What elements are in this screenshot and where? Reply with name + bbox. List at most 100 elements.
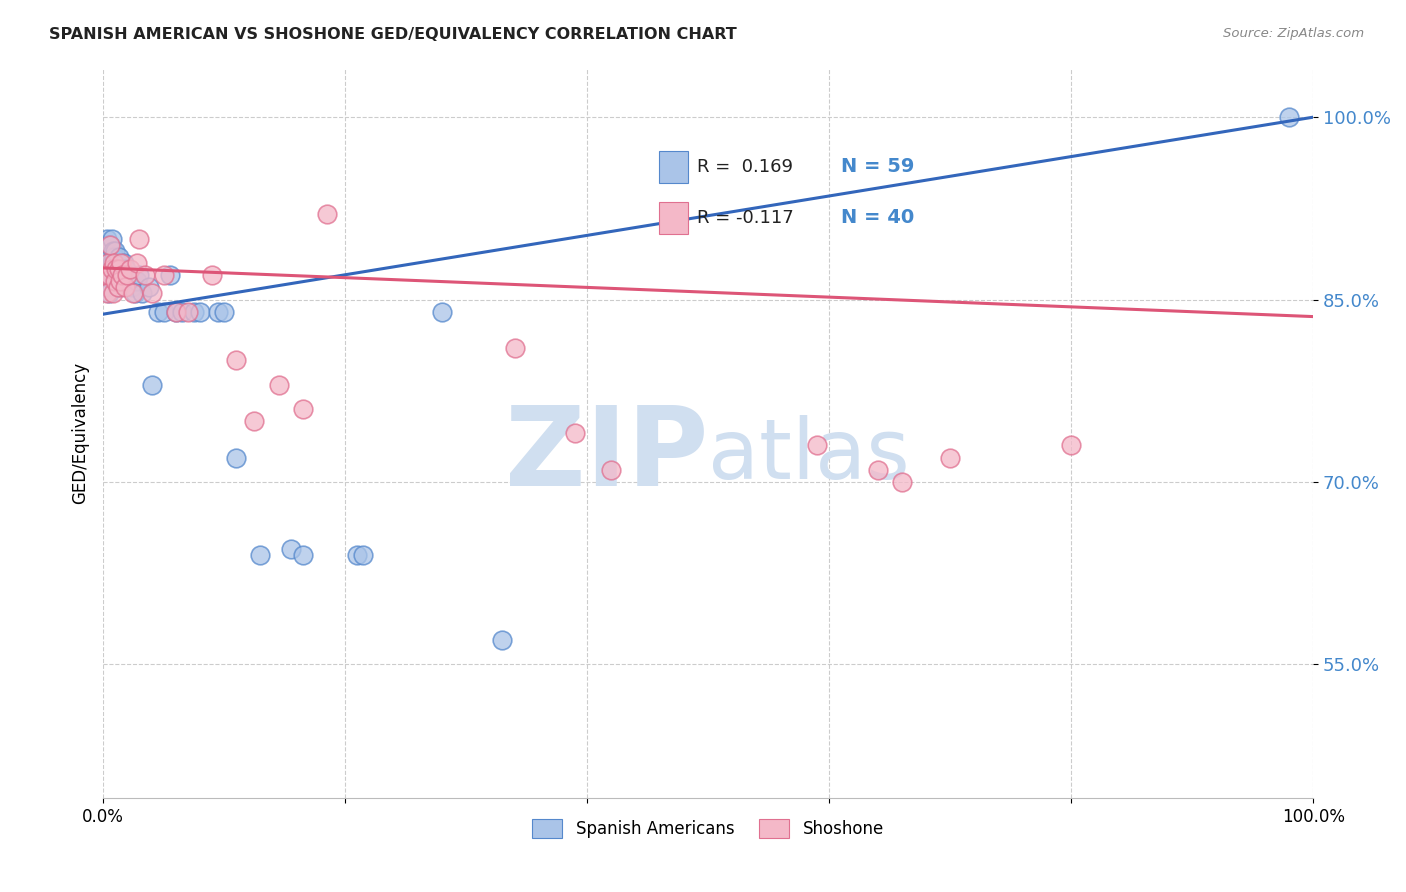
Point: [1278, 110, 1301, 124]
Point: [107, 280, 129, 294]
FancyBboxPatch shape: [658, 202, 688, 234]
Point: [141, 377, 163, 392]
Point: [124, 286, 146, 301]
Point: [118, 262, 141, 277]
Point: [94, 280, 117, 294]
Point: [503, 341, 526, 355]
Point: [98, 286, 121, 301]
Point: [188, 304, 211, 318]
Text: Source: ZipAtlas.com: Source: ZipAtlas.com: [1223, 27, 1364, 40]
Point: [104, 274, 127, 288]
Point: [100, 262, 122, 277]
Text: SPANISH AMERICAN VS SHOSHONE GED/EQUIVALENCY CORRELATION CHART: SPANISH AMERICAN VS SHOSHONE GED/EQUIVAL…: [49, 27, 737, 42]
Point: [146, 304, 169, 318]
Point: [352, 548, 374, 562]
Point: [105, 262, 128, 277]
Text: N = 59: N = 59: [841, 157, 914, 177]
Point: [152, 268, 174, 283]
Point: [138, 280, 160, 294]
Point: [100, 237, 122, 252]
Point: [866, 463, 889, 477]
Point: [108, 262, 131, 277]
Point: [100, 250, 122, 264]
Point: [117, 268, 139, 283]
Text: R = -0.117: R = -0.117: [697, 209, 793, 227]
Point: [100, 256, 122, 270]
Point: [128, 232, 150, 246]
Point: [1060, 438, 1083, 452]
Text: ZIP: ZIP: [505, 401, 709, 508]
Point: [103, 250, 125, 264]
Point: [100, 237, 122, 252]
Point: [110, 274, 132, 288]
FancyBboxPatch shape: [658, 151, 688, 183]
Point: [108, 274, 131, 288]
Point: [112, 256, 135, 270]
Point: [114, 280, 136, 294]
Point: [100, 262, 122, 277]
Point: [243, 414, 266, 428]
Point: [108, 262, 131, 277]
Point: [249, 548, 271, 562]
Y-axis label: GED/Equivalency: GED/Equivalency: [72, 362, 89, 504]
Point: [100, 232, 122, 246]
Point: [183, 304, 205, 318]
Point: [564, 426, 586, 441]
Point: [107, 256, 129, 270]
Point: [890, 475, 912, 489]
Point: [291, 402, 314, 417]
Point: [939, 450, 962, 465]
Point: [97, 237, 120, 252]
Point: [98, 268, 121, 283]
Point: [103, 262, 125, 277]
Point: [96, 286, 118, 301]
Point: [201, 268, 224, 283]
Point: [101, 286, 124, 301]
Point: [108, 268, 131, 283]
Point: [111, 268, 134, 283]
Point: [94, 268, 117, 283]
Point: [105, 262, 128, 277]
Point: [225, 450, 247, 465]
Point: [128, 268, 150, 283]
Point: [98, 268, 121, 283]
Point: [207, 304, 229, 318]
Point: [105, 274, 128, 288]
Point: [103, 256, 125, 270]
Point: [115, 262, 138, 277]
Point: [134, 268, 156, 283]
Point: [97, 268, 120, 283]
Point: [316, 207, 339, 221]
Point: [141, 286, 163, 301]
Point: [122, 286, 145, 301]
Legend: Spanish Americans, Shoshone: Spanish Americans, Shoshone: [526, 812, 890, 845]
Point: [225, 353, 247, 368]
Point: [165, 304, 187, 318]
Point: [600, 463, 623, 477]
Point: [108, 250, 131, 264]
Text: atlas: atlas: [709, 415, 910, 496]
Point: [291, 548, 314, 562]
Point: [121, 280, 143, 294]
Point: [125, 256, 148, 270]
Point: [430, 304, 453, 318]
Point: [96, 256, 118, 270]
Point: [267, 377, 290, 392]
Text: R =  0.169: R = 0.169: [697, 158, 793, 176]
Point: [114, 274, 136, 288]
Point: [212, 304, 235, 318]
Point: [491, 633, 513, 648]
Point: [152, 304, 174, 318]
Point: [118, 274, 141, 288]
Point: [108, 280, 131, 294]
Point: [97, 256, 120, 270]
Point: [280, 541, 302, 556]
Point: [104, 244, 127, 258]
Point: [101, 244, 124, 258]
Point: [177, 304, 200, 318]
Point: [96, 232, 118, 246]
Point: [165, 304, 187, 318]
Point: [111, 268, 134, 283]
Point: [110, 256, 132, 270]
Point: [110, 262, 132, 277]
